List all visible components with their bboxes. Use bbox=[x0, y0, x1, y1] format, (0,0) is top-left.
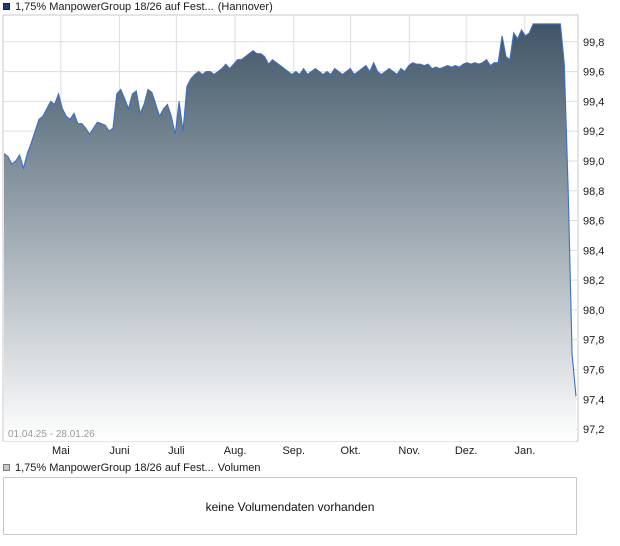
y-tick-label: 99,0 bbox=[583, 156, 604, 168]
y-tick-label: 97,6 bbox=[583, 365, 604, 377]
price-line bbox=[3, 23, 577, 397]
y-tick-label: 99,2 bbox=[583, 126, 604, 138]
x-tick-label: Juni bbox=[109, 445, 129, 457]
volume-empty-message: keine Volumendaten vorhanden bbox=[205, 500, 375, 514]
volume-legend-suffix: Volumen bbox=[217, 461, 261, 474]
y-tick-label: 97,4 bbox=[583, 394, 604, 406]
y-axis-ticks: 99,8 99,6 99,4 99,2 99,0 98,8 98,6 98,4 98,2 98,0… bbox=[583, 37, 604, 436]
y-tick-label: 98,0 bbox=[583, 305, 604, 317]
price-legend-swatch bbox=[3, 3, 10, 10]
y-tick-label: 99,4 bbox=[583, 96, 604, 108]
price-legend-label: 1,75% ManpowerGroup 18/26 auf Fest... bbox=[15, 0, 214, 13]
date-range-label: 01.04.25 - 28.01.26 bbox=[8, 429, 95, 440]
y-tick-label: 97,8 bbox=[583, 335, 604, 347]
x-axis-ticks: Mai Juni Juli Aug. Sep. Okt. Nov. Dez. Jan. bbox=[52, 445, 535, 457]
x-tick-label: Juli bbox=[168, 445, 185, 457]
y-tick-label: 99,6 bbox=[583, 67, 604, 79]
x-tick-label: Mai bbox=[52, 445, 70, 457]
x-tick-label: Sep. bbox=[282, 445, 305, 457]
x-tick-label: Okt. bbox=[341, 445, 361, 457]
price-legend-exchange: (Hannover) bbox=[217, 0, 273, 13]
x-tick-label: Nov. bbox=[398, 445, 420, 457]
x-tick-label: Jan. bbox=[514, 445, 535, 457]
price-area bbox=[4, 23, 576, 442]
price-legend: 1,75% ManpowerGroup 18/26 auf Fest... (H… bbox=[3, 0, 273, 13]
volume-legend: 1,75% ManpowerGroup 18/26 auf Fest... Vo… bbox=[3, 461, 261, 474]
y-tick-label: 98,2 bbox=[583, 275, 604, 287]
x-tick-label: Aug. bbox=[224, 445, 247, 457]
y-tick-label: 98,4 bbox=[583, 245, 604, 257]
volume-legend-label: 1,75% ManpowerGroup 18/26 auf Fest... bbox=[15, 461, 214, 474]
x-tick-label: Dez. bbox=[455, 445, 478, 457]
y-tick-label: 97,2 bbox=[583, 424, 604, 436]
y-tick-label: 98,6 bbox=[583, 216, 604, 228]
volume-legend-swatch bbox=[3, 464, 10, 471]
y-tick-label: 98,8 bbox=[583, 186, 604, 198]
y-tick-label: 99,8 bbox=[583, 37, 604, 49]
volume-panel: keine Volumendaten vorhanden bbox=[3, 477, 577, 535]
